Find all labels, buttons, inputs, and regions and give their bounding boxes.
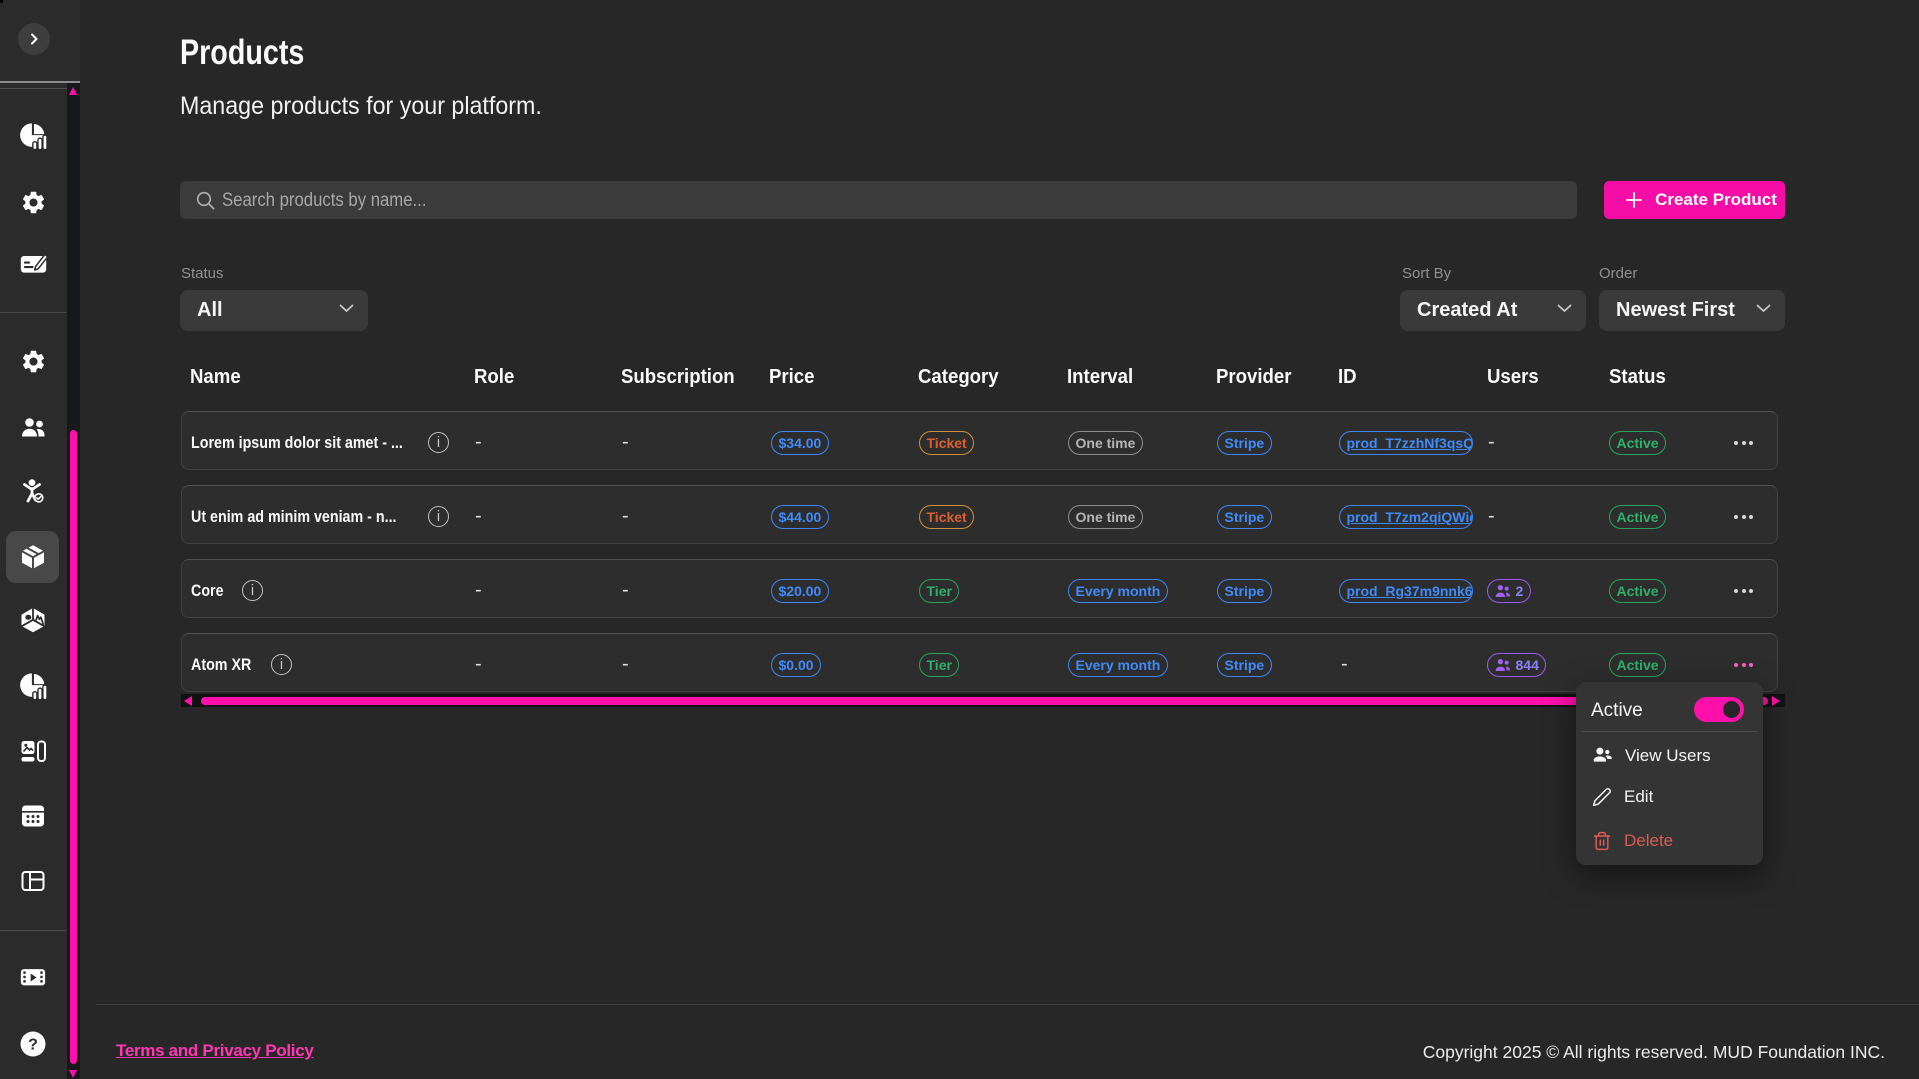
svg-text:?: ?	[28, 1037, 38, 1054]
